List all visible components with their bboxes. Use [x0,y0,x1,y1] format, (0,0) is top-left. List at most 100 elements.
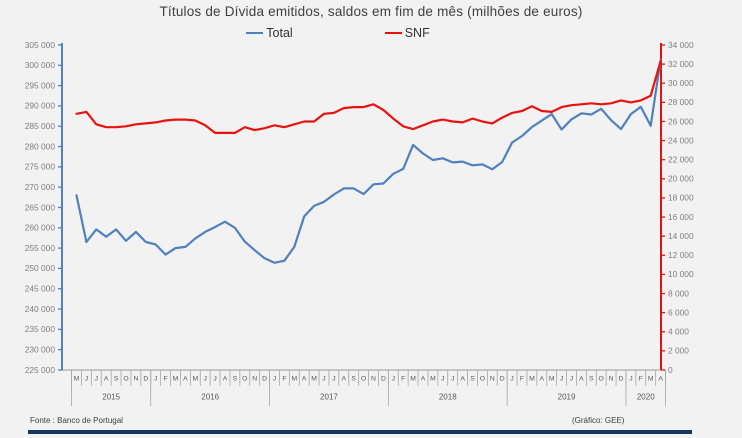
svg-text:S: S [114,376,119,383]
svg-text:10 000: 10 000 [668,269,694,279]
right-axis: 0 2 000 4 000 6 000 8 000 10 000 12 000 14 000 1… [660,40,694,375]
svg-text:J: J [560,376,563,383]
svg-text:295 000: 295 000 [25,80,56,90]
svg-text:S: S [589,376,594,383]
svg-text:D: D [381,376,386,383]
svg-text:265 000: 265 000 [25,202,56,212]
svg-text:285 000: 285 000 [25,121,56,131]
snf-legend-dash-icon [384,31,402,35]
svg-text:255 000: 255 000 [25,243,56,253]
svg-text:A: A [460,376,465,383]
svg-text:2017: 2017 [320,393,338,402]
svg-text:M: M [529,376,535,383]
svg-text:J: J [154,376,157,383]
svg-text:D: D [262,376,267,383]
svg-text:240 000: 240 000 [25,304,56,314]
svg-text:M: M [311,376,317,383]
svg-text:A: A [223,376,228,383]
svg-text:J: J [273,376,276,383]
source-note: Fonte : Banco de Portugal [30,416,123,425]
svg-text:O: O [480,376,485,383]
svg-text:J: J [441,376,444,383]
svg-text:F: F [401,376,405,383]
svg-text:250 000: 250 000 [25,263,56,273]
svg-text:300 000: 300 000 [25,60,56,70]
svg-text:S: S [233,376,238,383]
total-legend-label: Total [266,26,293,40]
svg-text:A: A [104,376,109,383]
svg-text:A: A [540,376,545,383]
svg-text:J: J [570,376,573,383]
svg-text:8 000: 8 000 [668,288,689,298]
svg-text:O: O [123,376,128,383]
svg-text:N: N [609,376,614,383]
svg-text:J: J [451,376,454,383]
svg-text:245 000: 245 000 [25,284,56,294]
svg-text:32 000: 32 000 [668,59,694,69]
svg-text:290 000: 290 000 [25,101,56,111]
svg-text:28 000: 28 000 [668,97,694,107]
svg-text:22 000: 22 000 [668,155,694,165]
snf-line [75,60,662,134]
svg-text:J: J [213,376,216,383]
svg-text:J: J [322,376,325,383]
svg-text:230 000: 230 000 [25,344,56,354]
svg-text:O: O [242,376,247,383]
svg-text:M: M [192,376,198,383]
svg-text:225 000: 225 000 [25,365,56,375]
svg-text:30 000: 30 000 [668,78,694,88]
svg-text:J: J [85,376,88,383]
svg-text:M: M [430,376,436,383]
svg-text:O: O [361,376,366,383]
svg-text:F: F [282,376,286,383]
svg-text:280 000: 280 000 [25,141,56,151]
svg-text:M: M [74,376,80,383]
left-axis: 225 000 230 000 235 000 240 000 245 000 250 0… [25,40,63,375]
svg-text:S: S [351,376,356,383]
svg-text:A: A [183,376,188,383]
svg-text:24 000: 24 000 [668,135,694,145]
svg-text:16 000: 16 000 [668,212,694,222]
snf-legend-label: SNF [404,26,430,40]
svg-text:N: N [371,376,376,383]
legend: Total SNF [0,26,709,40]
svg-text:D: D [619,376,624,383]
svg-text:J: J [392,376,395,383]
svg-text:M: M [648,376,654,383]
svg-text:F: F [520,376,524,383]
svg-text:275 000: 275 000 [25,162,56,172]
svg-text:J: J [95,376,98,383]
svg-text:2 000: 2 000 [668,346,689,356]
svg-text:A: A [421,376,426,383]
credit-note: (Gráfico: GEE) [572,416,625,425]
svg-text:2018: 2018 [439,393,457,402]
chart-title: Títulos de Dívida emitidos, saldos em fi… [159,4,583,19]
svg-text:J: J [629,376,632,383]
svg-text:6 000: 6 000 [668,307,689,317]
svg-text:4 000: 4 000 [668,327,689,337]
svg-text:F: F [164,376,168,383]
svg-text:O: O [599,376,604,383]
svg-text:270 000: 270 000 [25,182,56,192]
svg-text:0: 0 [668,365,673,375]
svg-text:A: A [302,376,307,383]
svg-text:M: M [549,376,555,383]
svg-text:D: D [500,376,505,383]
svg-text:J: J [510,376,513,383]
svg-text:M: M [291,376,297,383]
svg-text:J: J [332,376,335,383]
svg-text:12 000: 12 000 [668,250,694,260]
svg-text:M: M [173,376,179,383]
svg-text:305 000: 305 000 [25,40,56,50]
svg-text:235 000: 235 000 [25,324,56,334]
svg-text:F: F [639,376,643,383]
svg-text:2015: 2015 [102,393,120,402]
svg-text:N: N [490,376,495,383]
svg-text:260 000: 260 000 [25,223,56,233]
svg-text:26 000: 26 000 [668,116,694,126]
svg-text:14 000: 14 000 [668,231,694,241]
svg-text:A: A [342,376,347,383]
svg-text:A: A [579,376,584,383]
